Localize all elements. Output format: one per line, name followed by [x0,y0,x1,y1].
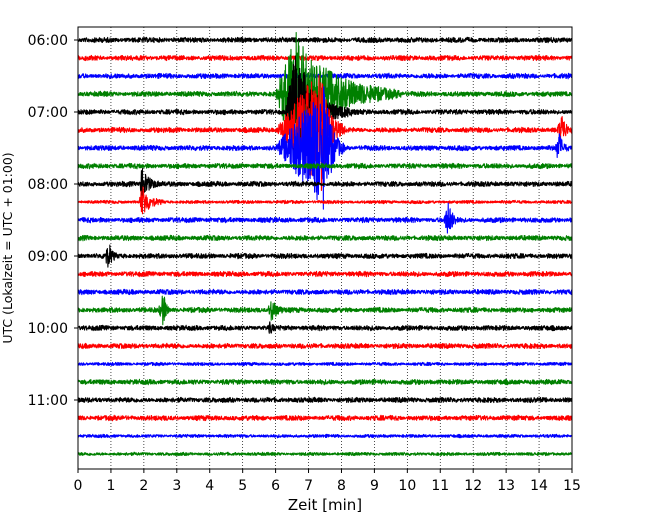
y-axis-label: UTC (Lokalzeit = UTC + 01:00) [0,152,15,343]
trace-line-7 [78,162,572,170]
y-axis-ticks: 06:00 07:00 08:00 09:00 10:00 11:00 [28,33,78,409]
trace-line-8 [78,167,572,201]
trace-line-10 [78,202,572,234]
trace-line-9 [78,186,572,215]
plot-frame [77,26,573,470]
trace-line-11 [78,234,572,242]
x-tick-label: 14 [530,478,548,494]
x-tick-label: 12 [464,478,482,494]
trace-series [78,32,572,457]
x-tick-label: 9 [370,478,379,494]
x-tick-label: 3 [172,478,181,494]
x-tick-label: 4 [205,478,214,494]
y-tick-label: 10:00 [28,321,68,337]
y-tick-label: 08:00 [28,177,68,193]
x-tick-label: 0 [74,478,83,494]
trace-line-14 [78,288,572,296]
x-tick-label: 6 [271,478,280,494]
x-tick-label: 7 [304,478,313,494]
trace-line-16 [78,321,572,334]
trace-line-13 [78,270,572,278]
trace-line-1 [78,54,572,62]
trace-line-3 [78,32,572,155]
x-tick-label: 11 [431,478,449,494]
y-tick-label: 06:00 [28,33,68,49]
y-tick-label: 07:00 [28,105,68,121]
trace-line-19 [78,378,572,386]
x-tick-label: 13 [497,478,515,494]
x-axis-label: Zeit [min] [288,496,362,514]
trace-line-22 [78,433,572,439]
trace-line-6 [78,86,572,210]
trace-line-20 [78,396,572,404]
x-tick-label: 2 [139,478,148,494]
x-tick-label: 10 [398,478,416,494]
trace-line-17 [78,342,572,350]
trace-line-21 [78,414,572,422]
trace-line-18 [78,361,572,367]
trace-line-23 [78,451,572,457]
y-tick-label: 11:00 [28,393,68,409]
trace-line-0 [78,36,572,44]
x-tick-label: 8 [337,478,346,494]
x-axis-ticks: 0 1 2 3 4 5 6 7 8 9 10 11 12 13 14 15 [74,469,581,494]
trace-line-15 [78,295,572,326]
y-tick-label: 09:00 [28,249,68,265]
x-tick-label: 1 [106,478,115,494]
x-tick-label: 15 [563,478,581,494]
x-tick-label: 5 [238,478,247,494]
trace-line-12 [78,244,572,268]
